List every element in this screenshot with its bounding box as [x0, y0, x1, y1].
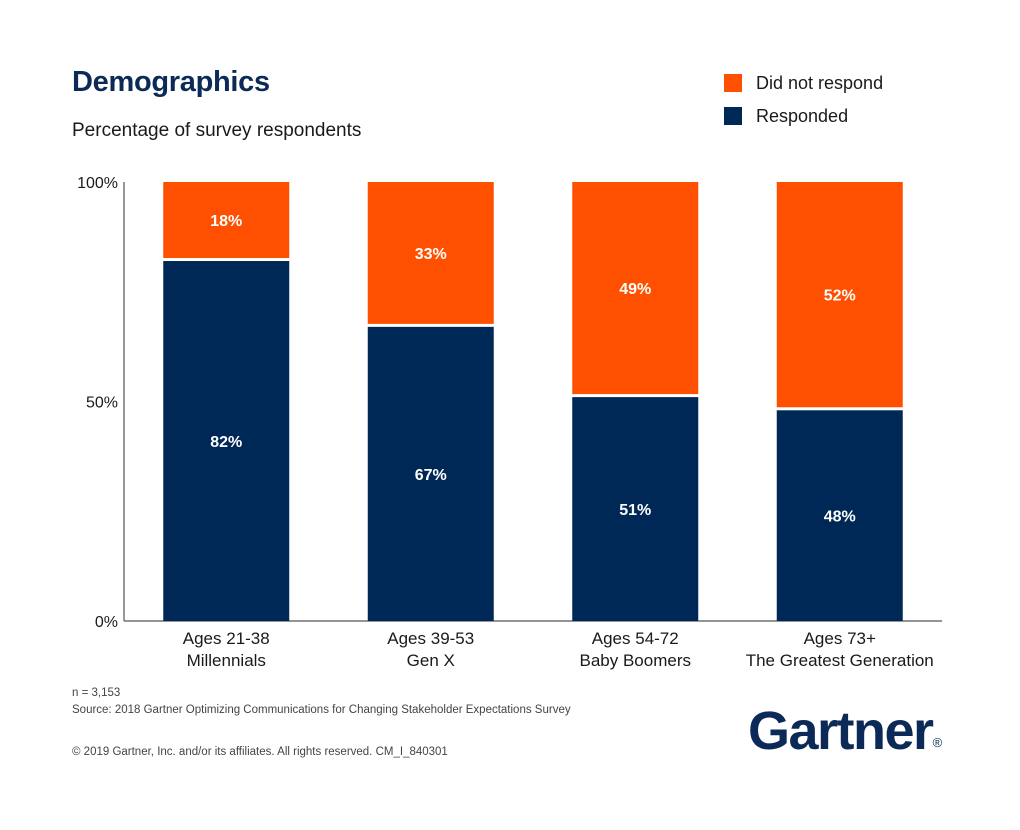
- legend-label-did-not-respond: Did not respond: [756, 72, 884, 93]
- x-category-label-1-line-0: Ages 39-53: [387, 629, 474, 648]
- bar-did-not-respond-0: [163, 182, 290, 259]
- legend-item-responded: Responded: [724, 104, 883, 128]
- x-category-label-1-line-1: Gen X: [407, 651, 455, 670]
- bar-responded-0: [163, 261, 290, 621]
- legend-swatch-did-not-respond: [724, 74, 742, 92]
- legend-swatch-responded: [724, 107, 742, 125]
- x-category-label-3-line-1: The Greatest Generation: [746, 651, 934, 670]
- registered-mark: ®: [932, 735, 943, 750]
- source-note: Source: 2018 Gartner Optimizing Communic…: [72, 704, 571, 716]
- bar-responded-1: [367, 326, 494, 621]
- x-category-label-2-line-1: Baby Boomers: [580, 651, 692, 670]
- stacked-bar-chart: 100% 50% 0% 82% 18% Ages 21-38 Millennials 67% 3…: [77, 175, 942, 670]
- x-category-label-0-line-1: Millennials: [187, 651, 266, 670]
- data-label-responded-0: 82%: [210, 434, 242, 451]
- data-label-responded-3: 48%: [824, 509, 856, 526]
- y-tick-label-2: 0%: [95, 614, 118, 631]
- legend-label-responded: Responded: [756, 105, 849, 126]
- x-category-label-0-line-0: Ages 21-38: [183, 629, 270, 648]
- data-label-responded-2: 51%: [619, 502, 651, 519]
- gartner-logo-text: Gartner: [748, 701, 934, 761]
- data-label-responded-1: 67%: [415, 467, 447, 484]
- bar-did-not-respond-3: [776, 182, 903, 408]
- data-label-did-not-respond-0: 18%: [210, 213, 242, 230]
- chart-title: Demographics: [72, 66, 270, 98]
- data-label-did-not-respond-3: 52%: [824, 288, 856, 305]
- legend: Did not respond Responded: [724, 71, 883, 137]
- bar-did-not-respond-1: [367, 182, 494, 324]
- y-tick-label-1: 50%: [86, 395, 118, 412]
- y-tick-label-0: 100%: [77, 175, 118, 192]
- data-label-did-not-respond-1: 33%: [415, 246, 447, 263]
- x-category-label-2-line-0: Ages 54-72: [592, 629, 679, 648]
- x-category-label-3-line-0: Ages 73+: [804, 629, 876, 648]
- data-label-did-not-respond-2: 49%: [619, 281, 651, 298]
- sample-size-note: n = 3,153: [72, 687, 121, 699]
- bar-responded-2: [572, 397, 699, 621]
- gartner-logo: Gartner®: [748, 700, 942, 762]
- chart-subtitle: Percentage of survey respondents: [72, 120, 362, 141]
- legend-item-did-not-respond: Did not respond: [724, 71, 883, 95]
- bar-responded-3: [776, 410, 903, 621]
- copyright-note: © 2019 Gartner, Inc. and/or its affiliat…: [72, 746, 448, 758]
- bar-did-not-respond-2: [572, 182, 699, 395]
